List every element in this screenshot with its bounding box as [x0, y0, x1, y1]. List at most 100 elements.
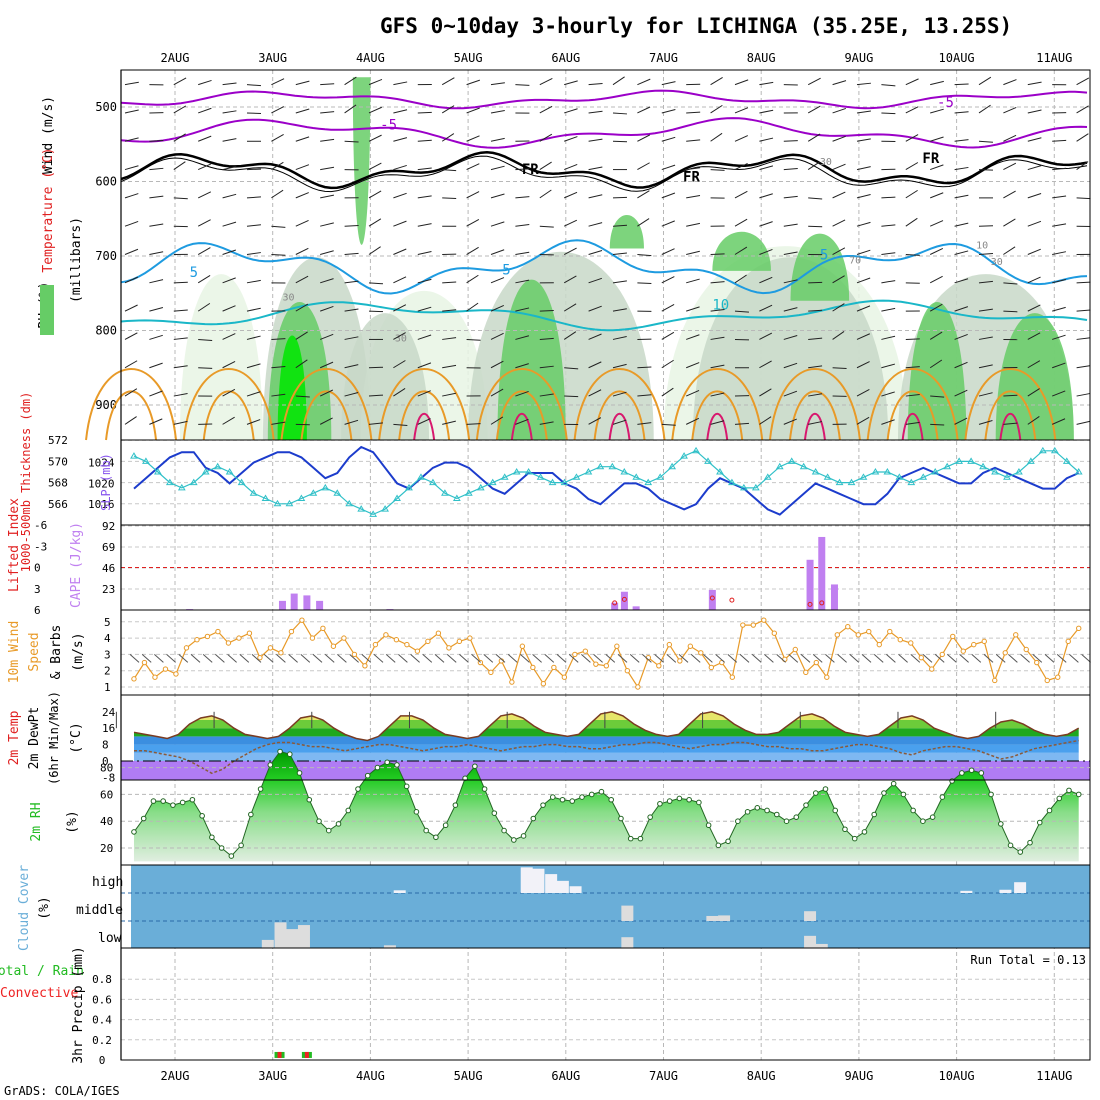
- pressure-tick-label: 500: [95, 100, 117, 114]
- surface-wind-barb: [361, 654, 372, 663]
- wind-barb: [710, 420, 725, 425]
- wind-barb: [1027, 416, 1040, 425]
- wind-barb: [637, 366, 652, 369]
- wind-barb: [344, 140, 359, 143]
- wind-barb: [539, 77, 553, 86]
- wind10m-point: [236, 635, 242, 641]
- wind-barb: [1027, 137, 1042, 142]
- wind-barb: [417, 334, 432, 340]
- wind-barb: [588, 305, 602, 312]
- rh2m-point: [666, 798, 673, 804]
- wind-barb: [905, 394, 920, 397]
- wind-barb: [1027, 165, 1042, 171]
- contour-label: FR: [683, 170, 700, 186]
- thickness-point: [716, 468, 724, 475]
- wind-barb: [759, 248, 773, 255]
- wind-barb: [808, 225, 823, 228]
- wind-barb: [368, 246, 381, 255]
- wind-barb: [588, 222, 603, 227]
- wind-barb: [905, 106, 919, 114]
- surface-wind-barb: [385, 654, 396, 663]
- wind10m-point: [456, 638, 463, 645]
- wind-barb: [954, 83, 969, 86]
- wind-tick-label: 2: [104, 665, 111, 678]
- cloud-cell: [815, 943, 828, 948]
- wind-barb: [173, 393, 188, 397]
- wind10m-point: [530, 664, 536, 671]
- rh2m-point: [793, 814, 800, 820]
- rh2m-point: [345, 807, 352, 814]
- wind10m-point: [740, 622, 746, 628]
- isotherm-25: [803, 412, 826, 441]
- wind-barb: [808, 393, 823, 397]
- wind-barb: [856, 333, 870, 340]
- wind-barb: [734, 310, 750, 313]
- thickness-point: [405, 483, 413, 491]
- wind-barb: [832, 135, 846, 142]
- wind10m-point: [362, 663, 368, 669]
- wind-barb: [515, 390, 529, 397]
- wind-barb: [612, 308, 627, 312]
- cape-bar: [818, 536, 826, 610]
- cloud-cell: [545, 874, 558, 893]
- rh2m-point: [530, 815, 537, 822]
- surface-wind-barb: [910, 654, 921, 663]
- wind10m-point: [299, 617, 305, 623]
- wind-barb: [563, 275, 577, 284]
- cloud-label-low: low: [98, 931, 122, 946]
- rh2m-point: [608, 796, 615, 803]
- thickness-point: [536, 473, 545, 480]
- wind-barb: [1027, 304, 1041, 312]
- date-label-top: 9AUG: [844, 51, 873, 65]
- wind10m-point: [992, 677, 998, 684]
- rh2m-point: [1017, 849, 1024, 855]
- wind-barb: [783, 140, 798, 142]
- wind10m-point: [698, 650, 704, 656]
- wind-barb: [515, 251, 530, 256]
- wind-barb: [929, 275, 943, 284]
- surface-wind-barb: [1069, 654, 1079, 663]
- wind10m-point: [1044, 677, 1050, 684]
- rh2m-point: [520, 833, 527, 839]
- wind-barb: [490, 221, 505, 227]
- wind10m-point: [351, 651, 358, 658]
- wind-barb: [612, 76, 625, 86]
- surface-wind-barb: [141, 654, 152, 663]
- wind-barb: [197, 163, 212, 171]
- wind-barb: [881, 84, 896, 87]
- wind-barb: [124, 388, 138, 397]
- thickness-point: [321, 483, 330, 491]
- thickness-point: [452, 494, 461, 501]
- thickness-tick-label: 566: [48, 498, 68, 511]
- wind-barb: [710, 104, 723, 114]
- wind-barb: [222, 249, 237, 255]
- wind-barb: [515, 335, 530, 340]
- wind-barb: [1052, 279, 1066, 284]
- wind-barb: [710, 364, 725, 369]
- plot-layer: 2AUG 2AUG 3AUG 3AUG 4AUG 4AUG 5AUG 5AUG 6AUG 6AUG…: [0, 51, 1091, 1083]
- isotherm-15: [964, 368, 1057, 441]
- wind-barb: [954, 389, 968, 397]
- wind10m-point: [635, 684, 641, 690]
- thickness-point: [441, 489, 449, 496]
- thickness-point: [237, 478, 246, 486]
- cloud-cell: [804, 935, 817, 948]
- surface-wind-barb: [837, 654, 847, 663]
- surface-wind-barb: [251, 654, 262, 663]
- wind10m-point: [866, 628, 872, 635]
- rh2m-point: [783, 818, 790, 825]
- wind-tick-label: 5: [104, 616, 111, 629]
- wind-barb: [686, 306, 700, 312]
- wind-barb: [759, 165, 774, 171]
- thickness-point: [644, 478, 653, 486]
- wind-barb: [149, 195, 164, 199]
- ylabel-speed: Speed: [27, 632, 42, 671]
- thickness-point: [165, 478, 174, 486]
- thickness-point: [500, 473, 509, 480]
- rh2m-point: [812, 790, 819, 796]
- isotherm-15: [475, 368, 568, 441]
- thickness-point: [656, 473, 665, 480]
- wind-barb: [368, 134, 382, 142]
- surface-wind-barb: [349, 654, 359, 663]
- wind-barb: [198, 79, 212, 86]
